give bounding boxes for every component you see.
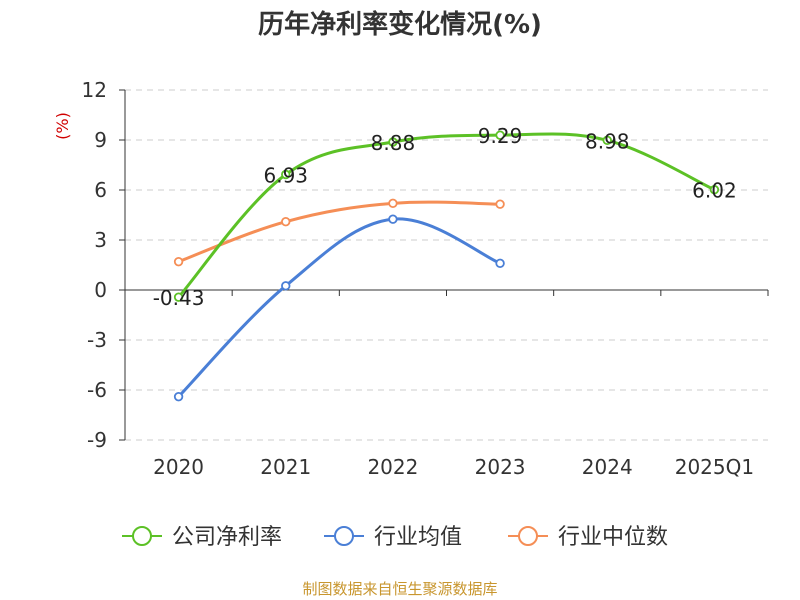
legend: 公司净利率 行业均值 行业中位数 [122, 525, 668, 550]
legend-label: 行业中位数 [558, 525, 668, 550]
chart-title: 历年净利率变化情况(%) [258, 9, 542, 40]
y-tick-label: -6 [87, 378, 107, 402]
legend-label: 公司净利率 [172, 525, 282, 550]
legend-item: 公司净利率 [122, 525, 282, 550]
y-tick-label: 0 [94, 278, 107, 302]
y-tick-label: 9 [94, 128, 107, 152]
series-line-0 [177, 132, 716, 299]
data-point [388, 198, 398, 209]
series-line-1 [177, 217, 501, 398]
data-point [173, 292, 184, 302]
axes: 12 9 6 3 0 -3 -6 -9 2020 2021 2022 2023 2024 2025Q1 [82, 78, 769, 479]
series-line-2 [178, 200, 501, 264]
data-point [709, 184, 720, 195]
y-tick-label: 12 [82, 78, 107, 102]
y-tick-label: 3 [94, 228, 107, 252]
series-lines [173, 130, 720, 402]
legend-item: 行业均值 [324, 525, 462, 550]
data-point [602, 135, 612, 146]
legend-label: 行业均值 [374, 525, 462, 550]
y-axis-unit-label: (%) [53, 112, 72, 140]
data-label: 6.02 [692, 179, 737, 203]
x-tick-label: 2020 [153, 455, 204, 479]
y-tick-label: 6 [94, 178, 107, 202]
y-tick-label: -9 [87, 428, 107, 452]
data-label: 8.98 [585, 129, 630, 153]
grid-lines [125, 89, 768, 441]
legend-marker [132, 526, 152, 546]
data-label: 6.93 [263, 164, 308, 188]
x-tick-label: 2025Q1 [675, 455, 754, 479]
data-point [173, 256, 184, 267]
data-label: 9.29 [478, 124, 523, 148]
data-labels: -0.43 6.93 8.88 9.29 8.98 6.02 [153, 124, 737, 310]
legend-marker [334, 526, 354, 546]
legend-item: 行业中位数 [508, 525, 668, 550]
data-point [495, 258, 505, 269]
data-point [495, 130, 505, 140]
data-point [388, 214, 398, 224]
x-tick-label: 2023 [475, 455, 526, 479]
x-tick-label: 2024 [582, 455, 633, 479]
data-label: -0.43 [153, 286, 205, 310]
x-tick-label: 2022 [367, 455, 418, 479]
y-tick-label: -3 [87, 328, 107, 352]
legend-marker [518, 526, 538, 546]
data-point [281, 281, 291, 291]
data-point [281, 169, 291, 180]
data-point [173, 391, 184, 402]
data-point [281, 216, 291, 227]
x-tick-label: 2021 [260, 455, 311, 479]
source-note: 制图数据来自恒生聚源数据库 [302, 580, 497, 598]
data-label: 8.88 [371, 131, 416, 155]
data-point [388, 137, 398, 147]
data-point [495, 199, 505, 209]
